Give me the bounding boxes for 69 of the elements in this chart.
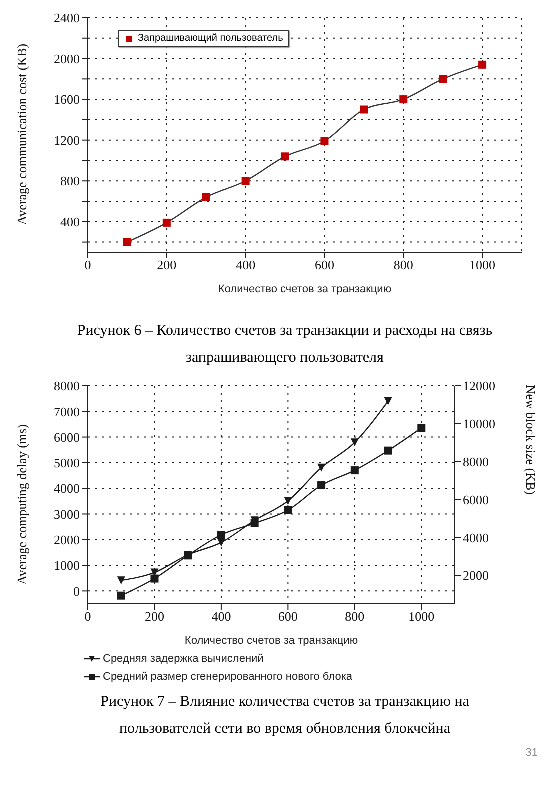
x-tick-label: 600 [278, 609, 298, 624]
text: Рисунок 7 – Влияние количества счетов за транзакцию на пользователей сети во время обновления блокчейна [100, 693, 470, 739]
point [202, 193, 210, 202]
y-tick-label: 8000 [54, 378, 80, 394]
point [478, 60, 487, 69]
y2-axis-title: New block size (KB) [523, 384, 538, 495]
point [400, 96, 408, 104]
point [217, 531, 226, 539]
y-tick-label: 7000 [54, 404, 80, 420]
point [284, 506, 292, 514]
x-tick-label: 1000 [470, 258, 496, 273]
y2-tick-label: 10000 [463, 416, 496, 432]
x-tick-label: 0 [84, 609, 92, 624]
y-tick-label: 4000 [54, 481, 80, 496]
y2-tick-label: 2000 [463, 568, 489, 584]
x-tick-label: 0 [84, 258, 92, 273]
text: Рисунок 6 – Количество счетов за транзакции и расходы на связь запрашивающего пользователя [76, 322, 494, 368]
x-tick-label: 1000 [408, 609, 435, 624]
point [117, 576, 126, 585]
point [162, 218, 171, 227]
y-tick-label: 2400 [54, 10, 80, 26]
point [318, 464, 326, 472]
point [117, 592, 126, 600]
y-tick-label: 2000 [54, 532, 80, 548]
y2-tick-label: 12000 [463, 378, 496, 394]
point [439, 75, 448, 84]
x-axis-title: Количество счетов за транзакцию [218, 284, 392, 296]
point [384, 446, 392, 455]
point [242, 177, 250, 186]
y-axis-title: Average computing delay (ms) [14, 424, 30, 585]
point [150, 574, 159, 583]
x-tick-label: 800 [345, 609, 365, 624]
y-tick-label: 5000 [54, 456, 80, 471]
y-tick-label: 3000 [54, 506, 80, 522]
x-axis-title: Количество счетов за транзакцию [184, 635, 358, 647]
y-tick-label: 6000 [54, 430, 80, 445]
point [250, 519, 259, 528]
x-tick-label: 200 [157, 258, 177, 273]
point [384, 397, 392, 406]
point [318, 482, 326, 490]
y-tick-label: 2000 [54, 51, 80, 66]
point [217, 538, 226, 547]
point [281, 152, 290, 161]
y-axis-title: Average communication cost (KB) [14, 44, 30, 226]
point [350, 438, 359, 447]
x-tick-label: 400 [212, 609, 232, 624]
y-tick-label: 800 [60, 174, 80, 189]
point [123, 238, 132, 246]
point [320, 137, 329, 146]
y2-tick-label: 8000 [463, 454, 489, 470]
y-tick-label: 0 [74, 584, 80, 599]
x-tick-label: 600 [314, 258, 334, 273]
point [284, 497, 292, 506]
point [360, 106, 368, 114]
legend-label: Запрашивающий пользователь [137, 33, 284, 44]
legend-label: Средняя задержка вычислений [102, 653, 265, 665]
text: 31 [524, 747, 538, 759]
point [350, 466, 359, 475]
y2-tick-label: 4000 [463, 530, 489, 546]
x-tick-label: 800 [394, 258, 414, 273]
point [418, 424, 426, 432]
y-tick-label: 1000 [54, 558, 80, 574]
legend-label: Средний размер сгенерированного нового блока [102, 671, 354, 683]
y-tick-label: 400 [60, 214, 80, 230]
x-tick-label: 200 [144, 609, 164, 624]
x-tick-label: 400 [236, 258, 256, 273]
y-tick-label: 1600 [54, 92, 80, 108]
y2-tick-label: 6000 [463, 492, 489, 508]
y-tick-label: 1200 [54, 132, 80, 148]
